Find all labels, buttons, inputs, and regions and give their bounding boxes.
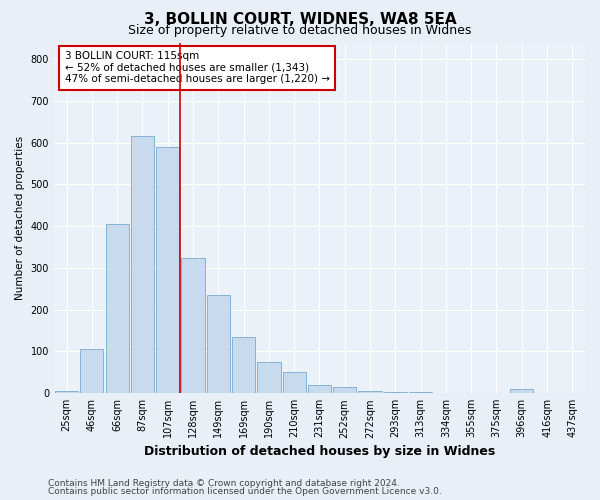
Text: Contains HM Land Registry data © Crown copyright and database right 2024.: Contains HM Land Registry data © Crown c… <box>48 479 400 488</box>
Bar <box>80 350 103 393</box>
Bar <box>358 391 382 393</box>
Bar <box>181 258 205 393</box>
Text: Contains public sector information licensed under the Open Government Licence v3: Contains public sector information licen… <box>48 487 442 496</box>
Bar <box>383 392 407 393</box>
Text: 3 BOLLIN COURT: 115sqm
← 52% of detached houses are smaller (1,343)
47% of semi-: 3 BOLLIN COURT: 115sqm ← 52% of detached… <box>65 52 329 84</box>
Bar <box>106 224 129 393</box>
Bar <box>283 372 306 393</box>
Bar <box>308 385 331 393</box>
Bar <box>333 387 356 393</box>
Bar <box>156 147 179 393</box>
Bar <box>131 136 154 393</box>
Text: Size of property relative to detached houses in Widnes: Size of property relative to detached ho… <box>128 24 472 37</box>
Bar <box>206 295 230 393</box>
Bar <box>510 389 533 393</box>
Bar <box>257 362 281 393</box>
Bar <box>409 392 432 393</box>
Bar <box>55 391 78 393</box>
Text: 3, BOLLIN COURT, WIDNES, WA8 5EA: 3, BOLLIN COURT, WIDNES, WA8 5EA <box>143 12 457 28</box>
Bar <box>232 337 255 393</box>
X-axis label: Distribution of detached houses by size in Widnes: Distribution of detached houses by size … <box>144 444 495 458</box>
Y-axis label: Number of detached properties: Number of detached properties <box>15 136 25 300</box>
